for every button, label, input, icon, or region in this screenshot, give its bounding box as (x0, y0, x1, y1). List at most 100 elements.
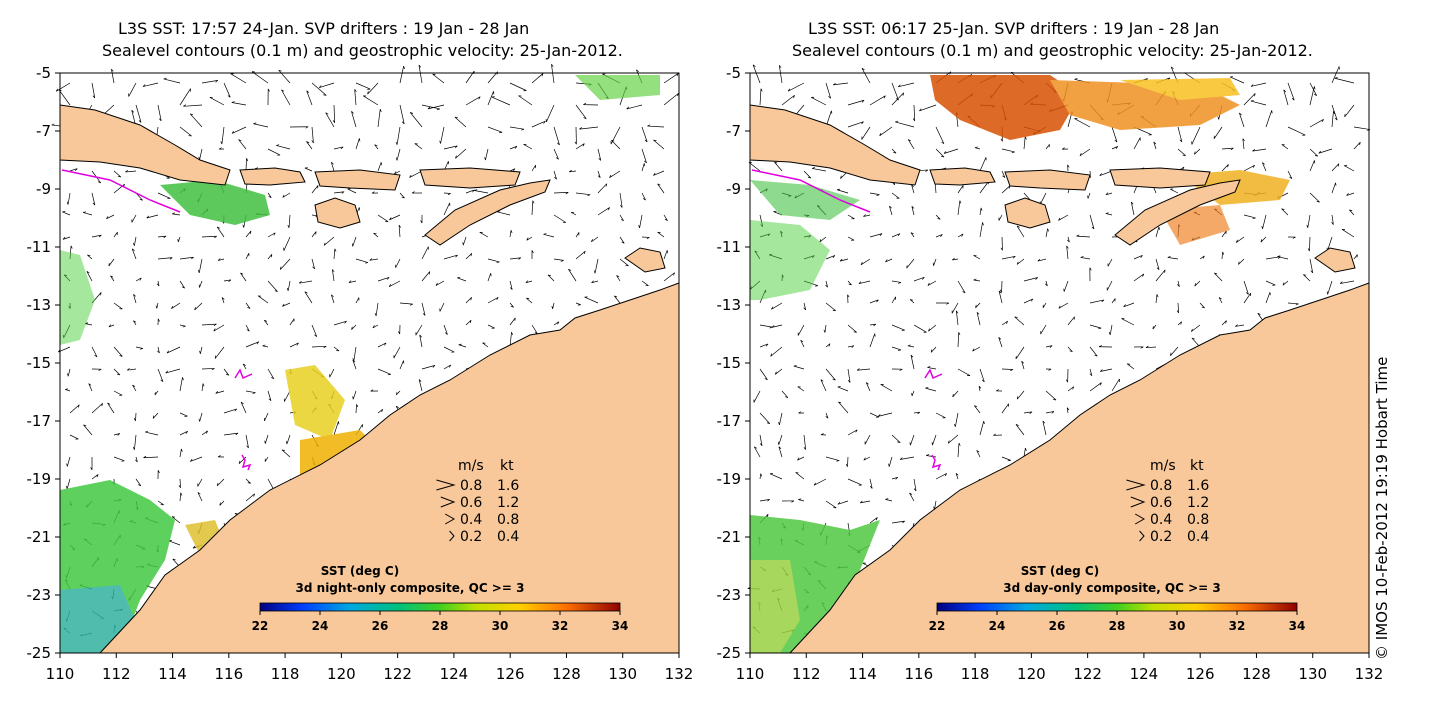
land-bali-lombok (239, 167, 306, 186)
velocity-arrow (484, 148, 489, 161)
velocity-arrow (133, 294, 137, 304)
y-axis-right: -5 -7 -9 -11 -13 -15 -17 -19 -21 -23 -25 (717, 64, 750, 662)
velocity-arrow (318, 82, 335, 89)
velocity-arrow (820, 379, 827, 392)
velocity-arrow (575, 104, 587, 120)
y-tick-label: -13 (717, 296, 742, 314)
velocity-arrow (1250, 82, 1267, 87)
land-timor (1114, 179, 1241, 246)
velocity-arrow (797, 324, 805, 336)
velocity-arrow (455, 148, 467, 159)
velocity-arrow (331, 294, 335, 304)
land-tanimbar (624, 247, 666, 273)
velocity-arrow (927, 280, 937, 286)
land-sumba (1004, 197, 1051, 229)
velocity-arrow (547, 274, 555, 282)
velocity-arrow (179, 256, 194, 260)
x-tick-label: 120 (327, 665, 356, 683)
velocity-arrow (531, 250, 534, 260)
velocity-arrow (1221, 147, 1234, 151)
velocity-arrow (653, 139, 665, 150)
velocity-arrow (131, 214, 137, 223)
velocity-arrow (332, 104, 336, 124)
velocity-arrow (1243, 280, 1249, 295)
velocity-arrow (895, 120, 915, 128)
velocity-arrow (474, 189, 489, 194)
velocity-arrow (432, 73, 445, 84)
velocity-arrow (1123, 302, 1135, 308)
legend-arrow (1130, 496, 1146, 508)
velocity-arrow (888, 456, 893, 467)
velocity-arrow (1287, 302, 1299, 306)
velocity-arrow (861, 67, 871, 84)
y-tick-label: -5 (36, 64, 51, 82)
velocity-arrow (803, 434, 807, 450)
y-tick-label: -17 (717, 412, 742, 430)
map-area-right (747, 64, 1371, 654)
x-tick-label: 132 (1355, 665, 1384, 683)
velocity-arrow (179, 377, 184, 392)
velocity-arrow (217, 258, 225, 261)
velocity-arrow (377, 162, 382, 172)
x-tick-label: 126 (496, 665, 525, 683)
velocity-arrow (1193, 148, 1201, 155)
velocity-arrow (1243, 164, 1256, 172)
velocity-arrow (155, 302, 159, 309)
velocity-arrow (1306, 214, 1311, 228)
colorbar-tick-label: 22 (252, 619, 269, 633)
legend-ms-value: 0.4 (1150, 512, 1172, 528)
velocity-arrow (91, 403, 104, 414)
colorbar-tick-label: 28 (1109, 619, 1126, 633)
velocity-arrow (1001, 320, 1009, 326)
velocity-arrow (952, 390, 959, 398)
velocity-arrow (1076, 234, 1091, 238)
velocity-arrow (283, 390, 291, 402)
velocity-arrow (976, 450, 981, 458)
velocity-arrow (198, 258, 203, 273)
velocity-arrow (847, 99, 865, 106)
velocity-arrow (289, 318, 295, 326)
velocity-arrow (957, 332, 961, 348)
velocity-arrow (171, 302, 181, 310)
velocity-arrow (398, 324, 401, 335)
velocity-arrow (487, 297, 499, 304)
velocity-arrow (113, 302, 123, 310)
velocity-arrow (955, 472, 959, 480)
speed-legend-left: m/s kt 0.8 1.60.6 1.20.4 0.80.2 0.4 (436, 458, 519, 545)
velocity-arrow (1235, 324, 1245, 327)
velocity-arrow (1000, 236, 1003, 251)
velocity-arrow (281, 449, 291, 458)
velocity-arrow (819, 236, 827, 243)
velocity-arrow (869, 412, 880, 418)
velocity-arrow (133, 320, 137, 326)
velocity-arrow (1199, 255, 1205, 260)
velocity-arrow (333, 248, 337, 260)
velocity-arrow (811, 167, 827, 172)
velocity-arrow (113, 231, 118, 238)
land-timor (424, 179, 551, 246)
velocity-arrow (957, 442, 961, 458)
velocity-arrow (427, 104, 445, 110)
velocity-arrow (245, 390, 256, 394)
velocity-arrow (1331, 182, 1337, 194)
velocity-arrow (240, 272, 247, 282)
velocity-arrow (551, 64, 555, 84)
velocity-arrow (1349, 209, 1355, 216)
velocity-arrow (221, 297, 225, 304)
velocity-arrow (135, 104, 142, 123)
velocity-arrow (223, 368, 230, 376)
velocity-arrow (163, 77, 181, 84)
land-sumbawa (1004, 169, 1091, 191)
velocity-arrow (891, 324, 905, 331)
velocity-arrow (113, 433, 121, 436)
velocity-arrow (913, 276, 925, 282)
velocity-arrow (1016, 258, 1025, 265)
velocity-arrow (465, 189, 475, 194)
velocity-arrow (179, 448, 183, 458)
velocity-arrow (1194, 280, 1201, 287)
velocity-arrow (370, 389, 379, 392)
velocity-arrow (1108, 324, 1113, 335)
velocity-arrow (377, 368, 392, 376)
velocity-arrow (1214, 272, 1223, 282)
map-panel-left: L3S SST: 17:57 24-Jan. SVP drifters : 19… (27, 19, 694, 683)
